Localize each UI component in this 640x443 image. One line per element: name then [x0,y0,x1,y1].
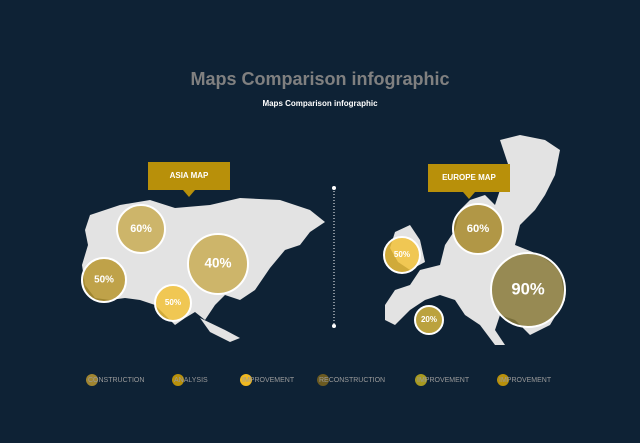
legend-label: IMPROVEMENT [242,377,295,384]
title: Maps Comparison infographic [190,69,449,89]
asia-islands [200,318,240,342]
map-label: EUROPE MAP [442,173,496,182]
legend-swatch [317,374,329,386]
bubble-label: 50% [94,275,114,286]
legend-swatch [415,374,427,386]
bubble [452,203,504,255]
bubble [383,236,421,274]
legend-label: ANALYSIS [174,377,208,384]
bubble-label: 40% [204,256,231,271]
legend-label: IMPROVEMENT [499,377,552,384]
divider-dot [332,186,336,190]
legend-label: IMPROVEMENT [417,377,470,384]
legend-label: CONSTRUCTION [88,377,144,384]
map-label-box [428,164,510,199]
bubble [414,305,444,335]
legend-swatch [240,374,252,386]
bubble-label: 60% [130,223,152,235]
bubble-label: 60% [467,223,490,235]
bubble-label: 90% [511,279,545,298]
bubble [490,252,566,328]
map-label: ASIA MAP [170,171,209,180]
bubble-label: 20% [421,315,437,324]
bubble [187,233,249,295]
bubble-label: 50% [165,298,181,307]
bubble [81,257,127,303]
bubble-label: 50% [394,250,410,259]
bubble [116,204,166,254]
bubble [154,284,192,322]
legend-label: RECONSTRUCTION [319,377,385,384]
legend-swatch [497,374,509,386]
divider-dot [332,324,336,328]
map-label-box [148,162,230,197]
subtitle: Maps Comparison infographic [262,99,378,108]
legend-swatch [172,374,184,386]
legend-swatch [86,374,98,386]
